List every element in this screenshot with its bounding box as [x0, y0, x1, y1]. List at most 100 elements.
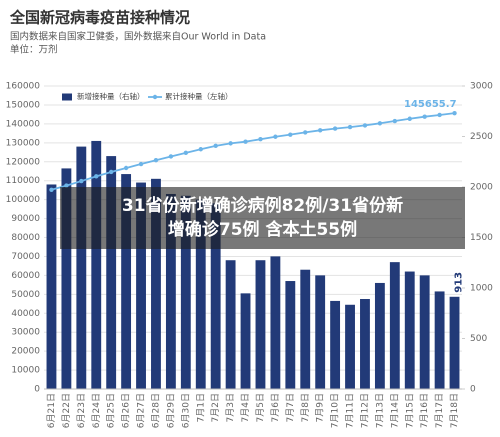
x-tick-label: 6月24日	[91, 393, 102, 428]
line-point	[79, 178, 84, 184]
y2-tick-label: 500	[470, 334, 487, 344]
y-tick-label: 130000	[6, 138, 41, 148]
x-tick-label: 7月11日	[345, 393, 356, 428]
x-tick-label: 7月10日	[330, 393, 341, 428]
line-point	[437, 112, 442, 118]
line-point	[168, 154, 174, 159]
line-point	[303, 130, 308, 135]
bar	[210, 203, 221, 389]
line-point	[317, 128, 323, 133]
legend-swatch	[62, 93, 72, 101]
line-point	[362, 123, 368, 128]
x-tick-label: 7月7日	[285, 393, 296, 422]
bar	[180, 195, 191, 389]
bar	[419, 275, 430, 389]
line-point	[273, 134, 278, 139]
line-point	[392, 118, 398, 124]
x-tick-label: 6月26日	[121, 393, 132, 428]
bar	[121, 174, 132, 389]
line-value-label: 145655.7	[404, 99, 457, 110]
bar	[270, 256, 281, 389]
x-tick-label: 7月5日	[255, 393, 266, 422]
y-tick-label: 20000	[11, 347, 40, 357]
line-point	[198, 147, 203, 152]
x-tick-label: 6月30日	[180, 393, 191, 428]
y-tick-label: 120000	[6, 157, 41, 167]
y-tick-label: 50000	[11, 290, 40, 300]
y-tick-label: 160000	[6, 82, 41, 92]
y-tick-label: 90000	[11, 214, 40, 224]
bar	[360, 299, 370, 389]
bar	[374, 282, 385, 389]
bar	[91, 140, 102, 389]
x-tick-label: 6月21日	[46, 393, 57, 428]
line-point	[422, 114, 427, 119]
bar	[255, 260, 266, 389]
x-tick-label: 6月25日	[106, 393, 117, 428]
y-tick-label: 110000	[6, 176, 41, 186]
line-point	[94, 174, 99, 179]
bar	[389, 262, 400, 389]
x-tick-label: 7月18日	[449, 393, 460, 428]
line-point	[153, 158, 159, 163]
x-tick-label: 6月29日	[165, 393, 176, 428]
x-tick-label: 7月3日	[225, 393, 236, 422]
x-tick-label: 7月17日	[434, 393, 445, 428]
bar-value-label: 913	[454, 272, 465, 293]
y2-tick-label: 0	[470, 385, 476, 395]
y-tick-label: 10000	[11, 366, 40, 376]
x-tick-label: 7月9日	[315, 393, 326, 422]
unit-label: 单位：万剂	[10, 44, 58, 56]
bar	[449, 296, 460, 389]
line-point	[49, 187, 54, 192]
x-tick-label: 6月22日	[61, 393, 72, 428]
line-point	[377, 121, 383, 126]
line-point	[288, 132, 293, 137]
y2-tick-label: 3000	[470, 82, 493, 92]
bar	[46, 184, 57, 389]
line-point	[452, 110, 457, 116]
news-banner: 31省份新增确诊病例82例/31省份新 增确诊75例 含本土55例	[60, 187, 465, 249]
bar	[76, 146, 87, 389]
line-point	[347, 124, 353, 130]
banner-line: 31省份新增确诊病例82例/31省份新	[121, 196, 404, 216]
bar	[315, 275, 326, 389]
line-point	[243, 139, 248, 144]
bar	[404, 271, 415, 389]
legend-swatch	[152, 94, 158, 100]
y-tick-label: 0	[34, 385, 40, 395]
line-point	[64, 183, 69, 188]
legend-label: 累计接种量（左轴）	[165, 91, 233, 101]
y-tick-label: 80000	[11, 233, 40, 243]
line-point	[108, 169, 114, 175]
line-point	[183, 150, 189, 156]
chart-subtitle: 国内数据来自国家卫健委，国外数据来自Our World in Data	[10, 31, 266, 43]
y2-tick-label: 1500	[470, 233, 493, 243]
x-tick-label: 7月8日	[300, 393, 311, 422]
y2-tick-label: 2000	[470, 183, 493, 193]
bar	[106, 156, 117, 389]
x-tick-label: 6月28日	[150, 393, 161, 428]
bar	[300, 269, 311, 389]
x-tick-label: 7月6日	[270, 393, 281, 422]
y-tick-label: 60000	[11, 271, 40, 281]
line-point	[123, 165, 129, 171]
line-point	[407, 116, 412, 121]
bar	[195, 199, 206, 389]
x-tick-label: 7月14日	[389, 393, 400, 428]
x-tick-label: 7月12日	[359, 393, 370, 428]
bar	[345, 304, 355, 389]
x-tick-label: 7月15日	[404, 393, 415, 428]
line-point	[138, 161, 144, 167]
y-tick-label: 30000	[11, 328, 40, 338]
bar	[151, 178, 161, 389]
y-tick-label: 100000	[6, 195, 41, 205]
y-tick-label: 140000	[6, 119, 41, 129]
bar	[285, 281, 296, 389]
legend-label: 新增接种量（右轴）	[77, 91, 145, 101]
chart-title: 全国新冠病毒疫苗接种情况	[9, 9, 190, 27]
x-tick-label: 7月1日	[195, 393, 206, 422]
bar	[434, 291, 445, 389]
